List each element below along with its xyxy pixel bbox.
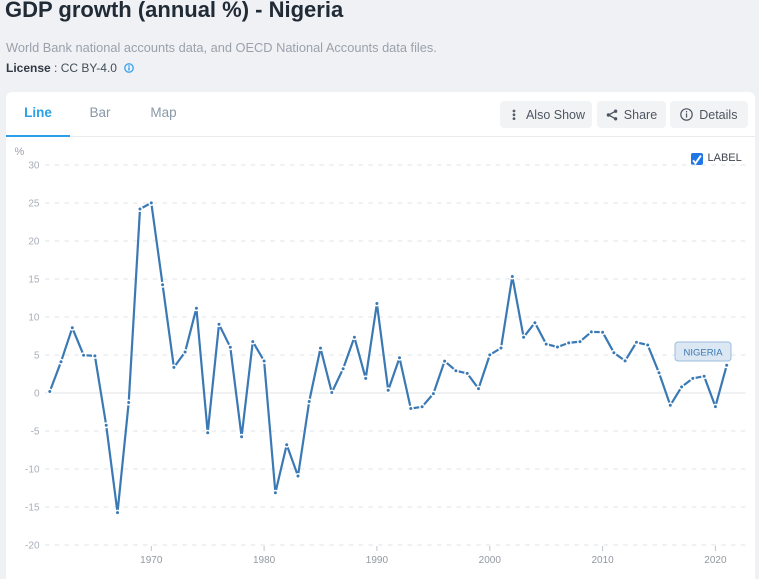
- svg-text:0: 0: [34, 389, 40, 400]
- svg-text:30: 30: [28, 161, 40, 172]
- svg-text:1980: 1980: [253, 555, 276, 566]
- svg-text:-15: -15: [25, 503, 40, 514]
- svg-text:2000: 2000: [479, 555, 502, 566]
- svg-text:2020: 2020: [704, 555, 727, 566]
- svg-text:20: 20: [28, 237, 40, 248]
- svg-text:NIGERIA: NIGERIA: [683, 348, 723, 359]
- svg-text:15: 15: [28, 275, 40, 286]
- svg-text:2010: 2010: [591, 555, 614, 566]
- svg-text:5: 5: [34, 351, 40, 362]
- svg-text:1970: 1970: [140, 555, 163, 566]
- svg-text:-10: -10: [25, 465, 40, 476]
- svg-text:-20: -20: [25, 541, 40, 552]
- svg-text:-5: -5: [31, 427, 40, 438]
- svg-text:10: 10: [28, 313, 40, 324]
- svg-text:%: %: [15, 146, 25, 158]
- svg-text:1990: 1990: [366, 555, 389, 566]
- svg-text:25: 25: [28, 199, 40, 210]
